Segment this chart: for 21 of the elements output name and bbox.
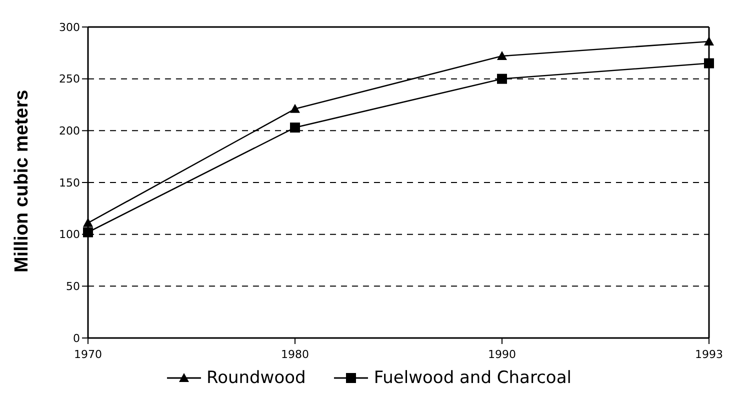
y-axis-title: Million cubic meters (12, 90, 33, 272)
y-tick-label: 250 (59, 72, 80, 86)
x-tick-label: 1980 (281, 348, 309, 361)
point (497, 74, 507, 84)
y-tick-label: 200 (59, 124, 80, 138)
y-tick-label: 100 (59, 228, 80, 242)
point (704, 58, 714, 68)
x-tick-label: 1993 (695, 348, 723, 361)
point (83, 218, 93, 227)
x-tick-label: 1990 (488, 348, 516, 361)
y-tick-label: 150 (59, 176, 80, 190)
point (290, 122, 300, 133)
point (497, 51, 507, 60)
legend-label: Fuelwood and Charcoal (372, 368, 572, 388)
y-tick-label: 0 (73, 332, 80, 345)
y-tick-label: 300 (59, 20, 80, 34)
point (290, 104, 300, 113)
point (704, 36, 714, 46)
y-tick-label: 50 (66, 280, 80, 294)
x-tick-label: 1970 (74, 348, 102, 361)
legend-label: Roundwood (206, 368, 306, 388)
